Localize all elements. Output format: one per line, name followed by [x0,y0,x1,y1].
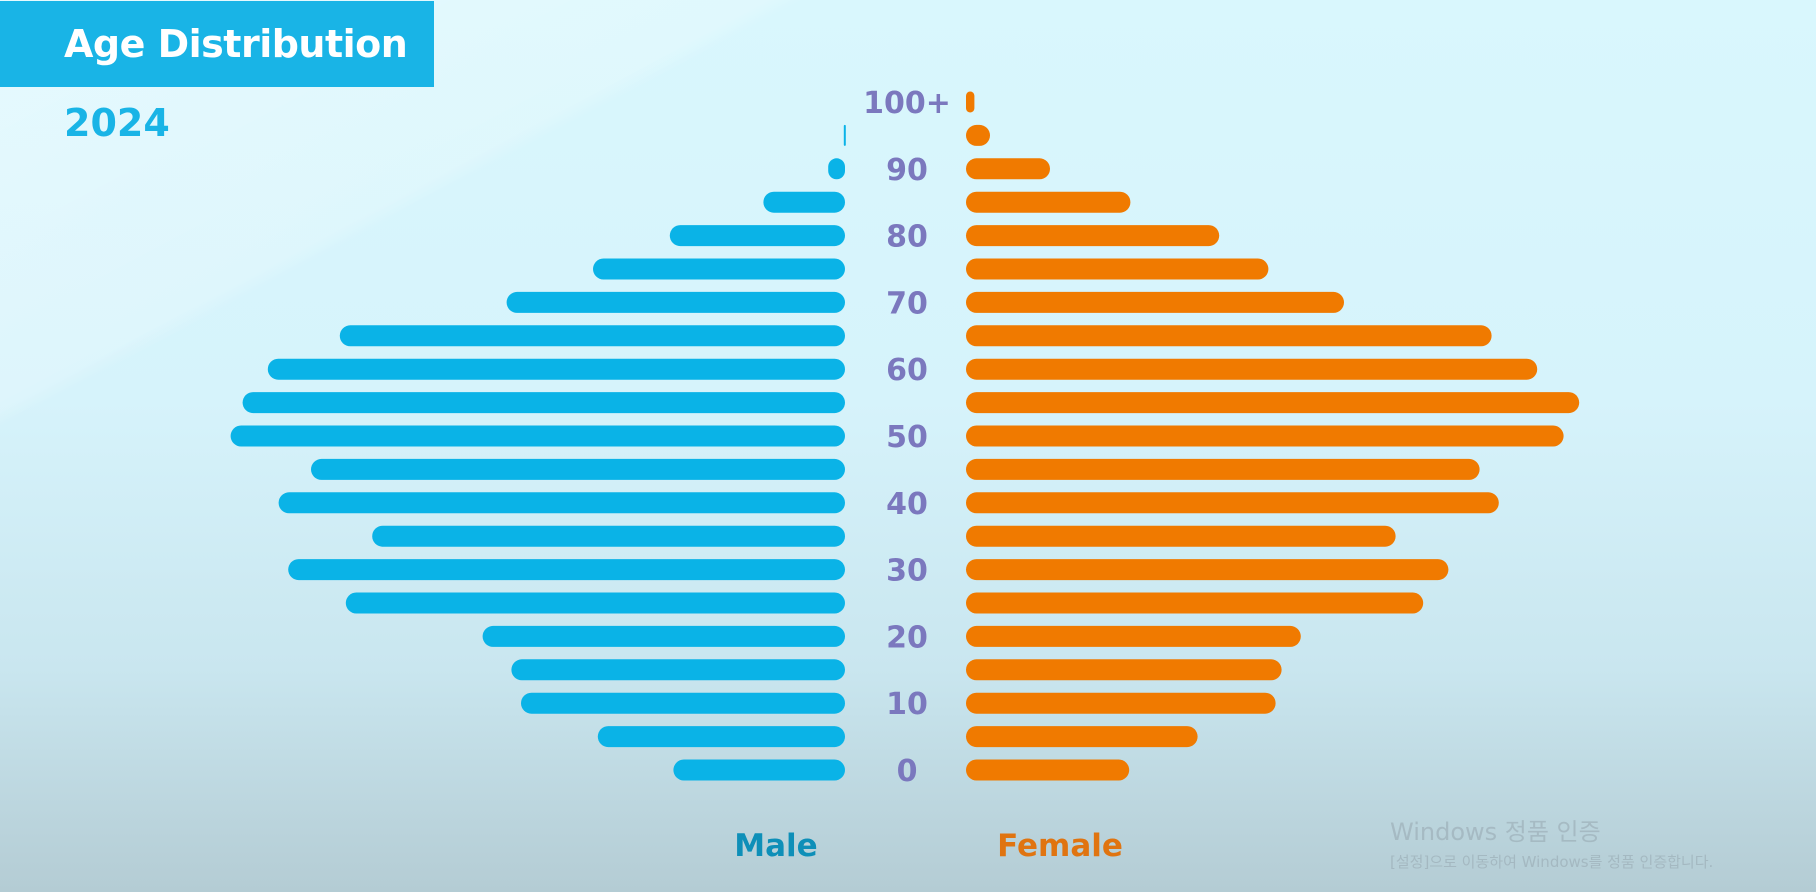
male-bar-55 [242,392,846,414]
age-tick-10: 10 [886,687,928,722]
male-bar-20 [482,625,845,647]
male-bar-65 [339,325,845,347]
male-bar-35 [372,525,845,547]
male-bar-95 [843,124,846,146]
female-legend-label: Female [997,828,1123,864]
title-banner: Age Distribution [0,1,434,87]
male-bar-75 [593,258,845,280]
age-tick-0: 0 [897,754,918,789]
female-bar-90 [966,158,1050,180]
female-bar-40 [966,492,1499,514]
male-bar-85 [763,191,845,213]
female-bar-10 [966,692,1276,714]
female-bar-0 [966,759,1130,781]
age-tick-50: 50 [886,420,928,455]
age-tick-100+: 100+ [863,86,951,121]
male-bar-0 [673,759,845,781]
female-bar-45 [966,458,1480,480]
female-bar-20 [966,625,1301,647]
male-bar-15 [511,659,845,681]
age-tick-60: 60 [886,353,928,388]
male-bar-90 [828,158,845,180]
age-tick-labels: 100+ 90 80 70 60 50 40 30 20 10 0 [863,86,951,789]
chart-title: Age Distribution [64,22,408,66]
female-bar-35 [966,525,1396,547]
female-bar-60 [966,358,1538,380]
female-bar-75 [966,258,1269,280]
female-bar-65 [966,325,1492,347]
male-bar-40 [278,492,846,514]
female-bar-15 [966,659,1282,681]
age-tick-30: 30 [886,554,928,589]
age-tick-90: 90 [886,153,928,188]
female-bar-55 [966,392,1580,414]
female-bars [966,91,1580,781]
male-bar-60 [267,358,845,380]
female-bar-100+ [966,91,975,113]
male-bar-25 [345,592,845,614]
watermark-line-1: Windows 정품 인증 [1390,818,1601,846]
male-bar-5 [597,726,845,748]
age-tick-80: 80 [886,220,928,255]
female-bar-70 [966,291,1344,313]
age-tick-20: 20 [886,620,928,655]
age-tick-70: 70 [886,286,928,321]
female-bar-85 [966,191,1131,213]
female-bar-5 [966,726,1198,748]
male-bar-45 [311,458,845,480]
male-bar-70 [506,291,845,313]
windows-activation-watermark: Windows 정품 인증 [설정]으로 이동하여 Windows를 정품 인증… [1390,812,1713,872]
male-legend-label: Male [734,828,817,864]
chart-year: 2024 [64,101,170,145]
female-bar-25 [966,592,1424,614]
male-bar-50 [230,425,846,447]
female-bar-50 [966,425,1564,447]
female-bar-80 [966,225,1220,247]
male-bar-30 [288,559,845,581]
male-bar-10 [521,692,845,714]
female-bar-30 [966,559,1449,581]
male-bar-80 [669,225,845,247]
female-bar-95 [966,124,990,146]
watermark-line-2: [설정]으로 이동하여 Windows를 정품 인증합니다. [1390,853,1714,871]
male-bars [230,124,846,781]
age-tick-40: 40 [886,487,928,522]
